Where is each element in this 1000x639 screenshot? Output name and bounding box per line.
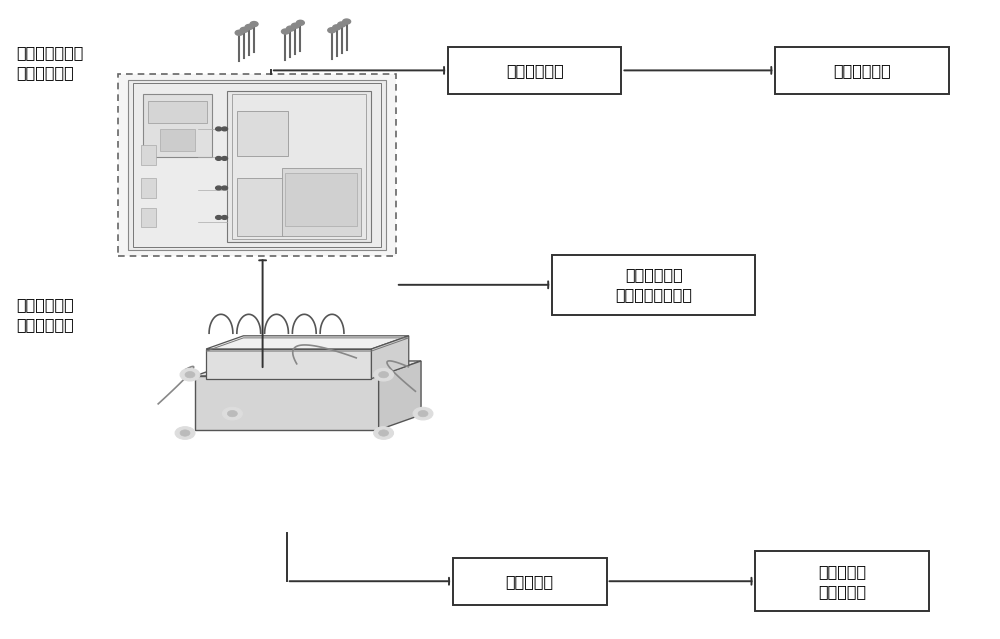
Circle shape [296,20,304,26]
Text: 电脑监测软件: 电脑监测软件 [833,63,891,78]
Bar [227,91,371,242]
Bar [141,145,156,165]
Bar [232,94,366,239]
Bar [285,173,357,226]
Text: 动态信号采
集分析软件: 动态信号采 集分析软件 [818,564,866,599]
Circle shape [286,26,294,31]
Circle shape [222,407,242,420]
Text: 自主设计通道转
换控制电路板: 自主设计通道转 换控制电路板 [16,45,83,80]
Circle shape [235,30,243,35]
Circle shape [216,186,222,190]
Polygon shape [195,376,379,430]
Circle shape [379,430,389,436]
Circle shape [227,410,237,417]
Bar [552,255,755,315]
Circle shape [222,157,228,160]
Text: 电化学工作站: 电化学工作站 [506,63,564,78]
Polygon shape [206,336,409,349]
Circle shape [413,407,433,420]
Circle shape [216,127,222,131]
Bar [128,80,386,250]
Circle shape [185,371,195,378]
Bar [143,95,212,157]
Polygon shape [206,349,371,379]
Bar [453,558,607,605]
Bar [448,47,621,94]
Circle shape [328,27,336,33]
Circle shape [333,25,341,30]
Bar [282,167,361,236]
Bar [237,111,288,156]
Bar [775,47,949,94]
Circle shape [379,371,389,378]
Bar [160,128,195,151]
Circle shape [180,430,190,436]
Bar [118,73,396,256]
Polygon shape [371,336,409,379]
Bar [755,551,929,611]
Text: 四点应力加载
的三电极体系: 四点应力加载 的三电极体系 [16,297,74,332]
Circle shape [338,22,346,27]
Bar [148,101,207,123]
Bar [141,208,156,227]
Circle shape [418,410,428,417]
Circle shape [374,427,394,440]
Circle shape [291,23,299,28]
Circle shape [222,186,228,190]
Circle shape [245,24,253,29]
Circle shape [175,427,195,440]
Bar [141,178,156,198]
Circle shape [180,368,200,381]
Bar [133,83,381,247]
Circle shape [216,215,222,219]
Polygon shape [195,361,421,376]
Circle shape [222,127,228,131]
Circle shape [216,157,222,160]
Circle shape [343,19,351,24]
Bar [237,178,283,236]
Circle shape [282,29,289,34]
Circle shape [374,368,394,381]
Text: 自主开发的多
通道转换控制软件: 自主开发的多 通道转换控制软件 [615,267,692,302]
Circle shape [240,27,248,33]
Polygon shape [379,361,421,430]
Circle shape [222,215,228,219]
Text: 应力应变仪: 应力应变仪 [506,574,554,589]
Circle shape [250,22,258,27]
